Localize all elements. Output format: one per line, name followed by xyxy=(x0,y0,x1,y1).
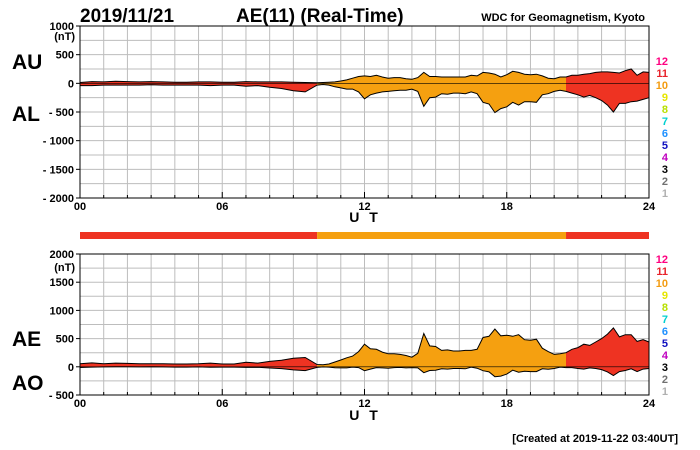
ae-ao-area xyxy=(79,327,650,378)
series-line-ae xyxy=(79,327,650,366)
series-line-au xyxy=(79,68,650,84)
activity-bar-segment xyxy=(317,232,567,239)
station-count-label: 3 xyxy=(662,164,668,176)
station-count-label: 6 xyxy=(662,326,668,338)
y-tick-label: 0 xyxy=(68,78,74,90)
x-tick-label: 12 xyxy=(358,398,370,410)
x-tick-label: 18 xyxy=(501,398,513,410)
station-count-label: 8 xyxy=(662,104,668,116)
station-count-label: 9 xyxy=(662,290,668,302)
au-label: AU xyxy=(12,51,42,74)
station-count-label: 2 xyxy=(662,374,668,386)
activity-level-bar xyxy=(80,232,649,239)
ae-ao-grid xyxy=(79,253,650,396)
y-tick-label: 2000 xyxy=(50,249,74,261)
au-al-x-axis-label: U T xyxy=(349,209,381,225)
y-tick-label: - 1000 xyxy=(43,136,74,148)
station-count-label: 10 xyxy=(656,278,668,290)
date-title: 2019/11/21 xyxy=(80,6,174,27)
au-al-area xyxy=(79,68,650,114)
activity-area-segment xyxy=(566,69,649,112)
chart-title: AE(11) (Real-Time) xyxy=(236,6,404,27)
y-tick-label: - 500 xyxy=(49,107,74,119)
ae-ao-unit-label: (nT) xyxy=(54,262,75,274)
x-tick-label: 06 xyxy=(216,398,228,410)
ae-ao-x-ticks: 00 06 12 18 24 xyxy=(74,389,656,410)
series-line-ao xyxy=(79,366,650,378)
station-count-label: 12 xyxy=(656,254,668,266)
x-tick-label: 24 xyxy=(643,201,656,213)
x-tick-label: 00 xyxy=(74,201,86,213)
au-al-y-ticks: 1000 500 0 - 500 - 1000 - 1500 - 2000 xyxy=(43,21,80,205)
ae-label: AE xyxy=(12,328,41,351)
station-count-label: 1 xyxy=(662,386,668,398)
station-count-label: 9 xyxy=(662,92,668,104)
y-tick-label: 0 xyxy=(68,362,74,374)
x-tick-label: 06 xyxy=(216,201,228,213)
station-count-label: 11 xyxy=(656,266,668,278)
station-count-label: 6 xyxy=(662,128,668,140)
x-tick-label: 00 xyxy=(74,398,86,410)
activity-area-segment xyxy=(80,81,318,92)
y-tick-label: 500 xyxy=(56,334,74,346)
station-count-label: 11 xyxy=(656,68,668,80)
station-count-label: 5 xyxy=(662,140,668,152)
au-al-x-ticks: 00 06 12 18 24 xyxy=(74,192,656,213)
station-count-label: 7 xyxy=(662,314,668,326)
au-al-grid xyxy=(79,25,650,199)
y-tick-label: 1000 xyxy=(50,21,74,33)
station-count-label: 7 xyxy=(662,116,668,128)
activity-bar-segment xyxy=(80,232,318,239)
y-tick-label: - 2000 xyxy=(43,193,74,205)
station-count-label: 2 xyxy=(662,176,668,188)
au-al-panel: 1000 500 0 - 500 - 1000 - 1500 - 2000 00 06 12 18… xyxy=(43,21,656,225)
activity-bar-segment xyxy=(566,232,649,239)
au-al-unit-label: (nT) xyxy=(54,31,75,43)
station-count-label: 10 xyxy=(656,80,668,92)
organization-label: WDC for Geomagnetism, Kyoto xyxy=(481,12,645,24)
station-count-label: 1 xyxy=(662,188,668,200)
station-count-label: 4 xyxy=(662,350,669,362)
al-label: AL xyxy=(12,103,40,126)
y-tick-label: 1500 xyxy=(50,277,74,289)
ae-ao-y-ticks: 2000 1500 1000 500 0 - 500 xyxy=(49,249,80,402)
x-tick-label: 18 xyxy=(501,201,513,213)
created-timestamp: [Created at 2019-11-22 03:40UT] xyxy=(512,433,678,445)
station-count-label: 4 xyxy=(662,152,669,164)
y-tick-label: - 1500 xyxy=(43,164,74,176)
series-line-al xyxy=(80,83,650,114)
station-count-label: 8 xyxy=(662,302,668,314)
y-tick-label: 1000 xyxy=(50,305,74,317)
station-count-label: 5 xyxy=(662,338,668,350)
station-count-label: 3 xyxy=(662,362,668,374)
y-tick-label: 500 xyxy=(56,50,74,62)
x-tick-label: 24 xyxy=(643,398,656,410)
station-count-label: 12 xyxy=(656,56,668,68)
activity-area-segment xyxy=(317,71,566,113)
y-tick-label: - 500 xyxy=(49,390,74,402)
ae-ao-x-axis-label: U T xyxy=(349,407,381,423)
activity-area-segment xyxy=(317,329,566,377)
ae-ao-panel: 2000 1500 1000 500 0 - 500 00 06 12 18 24 (nT) U … xyxy=(49,249,656,423)
activity-area-segment xyxy=(566,327,649,376)
x-tick-label: 12 xyxy=(358,201,370,213)
ao-label: AO xyxy=(12,372,44,395)
